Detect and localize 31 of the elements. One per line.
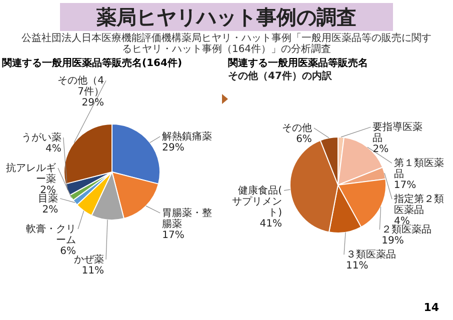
text: 公益社団法人日本医療機能評価機構薬局ヒヤリ・ハット事例「一般用医薬品等の販売に関するヒヤリ・ハット事例（164件）」の分析調査 xyxy=(20,33,432,55)
slice-label: その他（47件） xyxy=(58,74,104,98)
data-label: 6% xyxy=(60,246,76,257)
slice-label: 目薬 xyxy=(38,192,58,204)
text: 14 xyxy=(424,301,439,314)
data-label: 17% xyxy=(162,230,184,242)
slice-label: 解熱鎮痛薬 xyxy=(162,130,212,142)
slice-label: 軟膏・クリーム xyxy=(26,223,76,246)
slice-label: うがい薬 xyxy=(21,132,62,144)
data-label: 19% xyxy=(382,236,404,247)
text: 薬局ヒヤリハット事例の調査 xyxy=(60,3,393,31)
data-label: 29% xyxy=(162,142,184,154)
slice-label: 第１類医薬品 xyxy=(394,157,444,180)
data-label: 11% xyxy=(346,260,368,272)
slice-label: 胃腸薬・整腸薬 xyxy=(162,207,212,230)
chart-subtitle: その他（47件）の内訳 xyxy=(228,70,333,82)
data-label: 2% xyxy=(42,204,58,216)
data-label: 17% xyxy=(394,180,416,192)
data-label: 29% xyxy=(82,98,104,109)
slice-label: 抗アレルギー薬 xyxy=(6,162,56,185)
data-label: 41% xyxy=(260,218,282,230)
slice-label: その他 xyxy=(282,122,312,134)
data-label: 2% xyxy=(372,144,389,156)
slice-label: 健康食品(サプリメント) xyxy=(232,184,282,218)
slice-label: 要指導医薬品 xyxy=(372,121,423,144)
data-label: 4% xyxy=(45,144,62,154)
slice-label: かぜ薬 xyxy=(74,254,104,266)
slice-label: 指定第２類医薬品 xyxy=(393,193,444,216)
slice-label: ３類医薬品 xyxy=(346,248,396,261)
data-label: 6% xyxy=(296,134,312,146)
data-label: 11% xyxy=(82,266,104,276)
